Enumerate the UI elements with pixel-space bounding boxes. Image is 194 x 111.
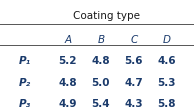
Text: 5.0: 5.0 [92,78,110,88]
Text: 4.3: 4.3 [125,99,143,109]
Text: P₁: P₁ [19,56,31,66]
Text: 5.6: 5.6 [125,56,143,66]
Text: 5.4: 5.4 [92,99,110,109]
Text: Coating type: Coating type [73,11,140,21]
Text: P₂: P₂ [19,78,31,88]
Text: P₃: P₃ [19,99,31,109]
Text: B: B [97,35,104,45]
Text: C: C [130,35,138,45]
Text: 5.3: 5.3 [158,78,176,88]
Text: 5.8: 5.8 [158,99,176,109]
Text: 4.9: 4.9 [59,99,77,109]
Text: 4.6: 4.6 [158,56,176,66]
Text: 5.2: 5.2 [59,56,77,66]
Text: 4.8: 4.8 [92,56,110,66]
Text: 4.7: 4.7 [125,78,143,88]
Text: 4.8: 4.8 [59,78,77,88]
Text: A: A [64,35,71,45]
Text: D: D [163,35,171,45]
